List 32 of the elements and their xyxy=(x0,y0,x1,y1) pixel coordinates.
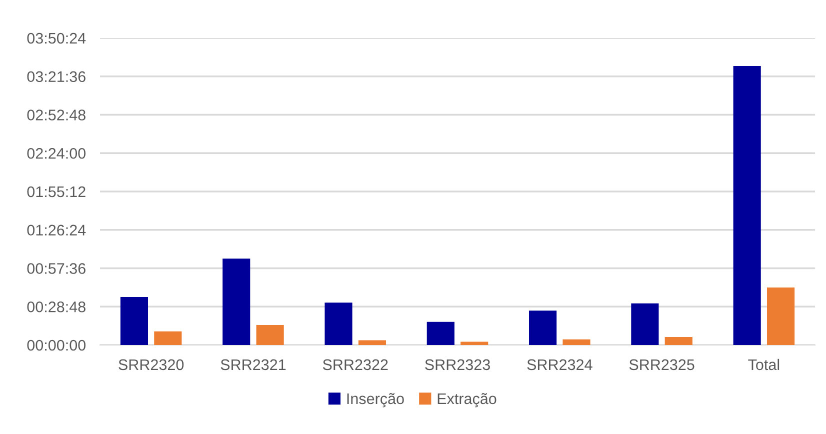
x-tick-label: Total xyxy=(748,358,780,370)
y-tick-label: 00:28:48 xyxy=(27,301,86,312)
bar xyxy=(256,325,284,345)
bar xyxy=(529,310,557,345)
legend-label: Inserção xyxy=(347,393,404,408)
x-tick-label: SRR2320 xyxy=(118,359,184,370)
legend-label: Extração xyxy=(438,393,496,408)
bar xyxy=(426,322,454,345)
bar xyxy=(664,337,692,345)
y-tick-label: 01:26:24 xyxy=(27,224,86,236)
y-tick-label: 01:55:12 xyxy=(27,186,86,198)
y-tick-label: 00:00:00 xyxy=(27,340,86,351)
y-tick-label: 03:21:36 xyxy=(27,71,86,82)
y-tick-label: 02:52:48 xyxy=(27,110,86,120)
x-tick-label: SRR2323 xyxy=(425,359,490,370)
y-tick-label: 02:24:00 xyxy=(27,148,86,159)
bar xyxy=(324,302,352,345)
y-tick-label: 03:50:24 xyxy=(27,32,86,44)
x-tick-label: SRR2325 xyxy=(629,359,694,370)
bar xyxy=(120,297,148,345)
x-tick-label: SRR2322 xyxy=(322,359,388,370)
bar xyxy=(358,340,386,345)
bar xyxy=(562,339,590,345)
x-tick-label: SRR2324 xyxy=(527,359,592,370)
bar xyxy=(766,287,795,345)
bar xyxy=(631,303,659,345)
y-tick-label: 00:57:36 xyxy=(27,263,86,274)
bar xyxy=(154,331,182,345)
bar xyxy=(460,342,488,345)
x-tick-label: SRR2321 xyxy=(220,359,286,370)
bar xyxy=(733,66,761,345)
bar xyxy=(222,258,250,345)
